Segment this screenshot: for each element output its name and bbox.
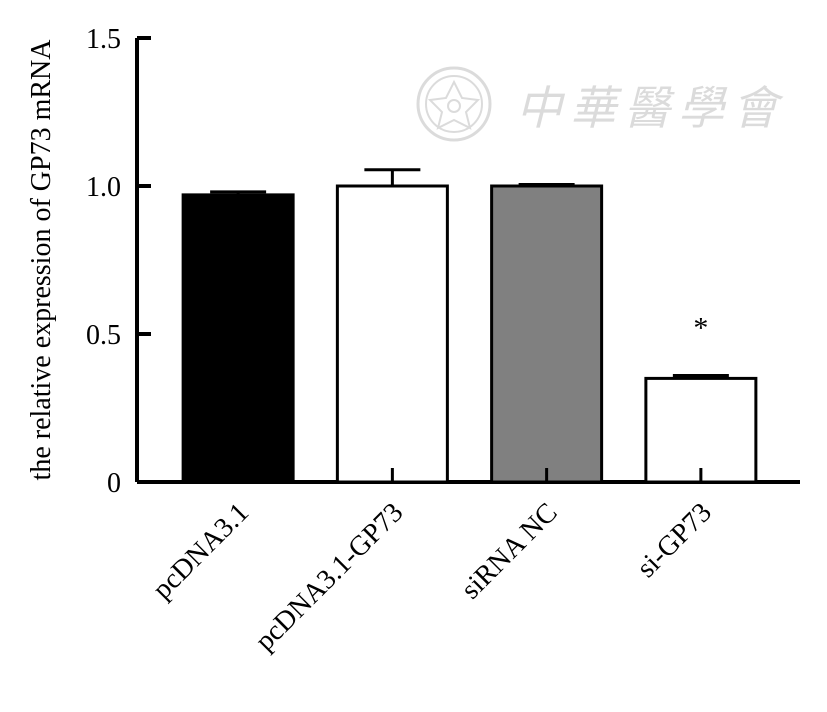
y-tick-label: 1.0 [86,172,121,203]
bars [181,168,758,484]
y-ticks: 0 0.5 1.0 1.5 [86,24,151,499]
annotations: * [693,311,708,344]
y-tick-label: 0 [107,468,121,499]
watermark-text: 中華醫學會 [516,81,786,135]
x-category-label: si-GP73 [631,497,718,584]
x-category-label: pcDNA3.1 [147,497,255,605]
bar [335,184,449,484]
significance-marker: * [693,311,708,344]
bar [490,184,604,484]
y-axis-title: the relative expression of GP73 mRNA [26,39,57,481]
society-seal-icon [416,66,492,142]
y-tick-label: 1.5 [86,24,121,55]
x-category-label: pcDNA3.1-GP73 [249,497,409,657]
watermark: 中華醫學會 [412,62,782,142]
bar [644,376,758,484]
bar [181,193,295,484]
y-tick-label: 0.5 [86,320,121,351]
x-category-label: siRNA NC [455,497,563,605]
